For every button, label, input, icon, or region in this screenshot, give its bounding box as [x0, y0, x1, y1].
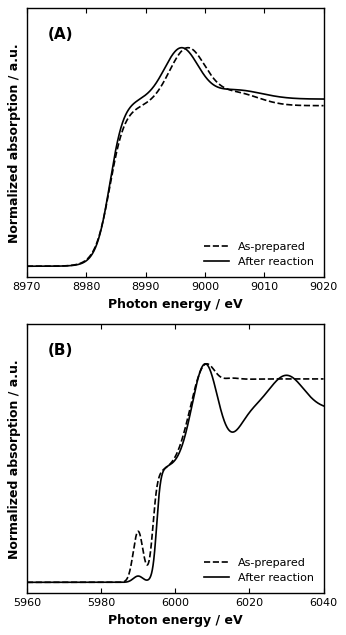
X-axis label: Photon energy / eV: Photon energy / eV — [108, 613, 243, 627]
Legend: As-prepared, After reaction: As-prepared, After reaction — [200, 553, 318, 588]
Text: (A): (A) — [48, 27, 73, 42]
Text: (B): (B) — [48, 344, 73, 358]
X-axis label: Photon energy / eV: Photon energy / eV — [108, 298, 243, 311]
Y-axis label: Normalized absorption / a.u.: Normalized absorption / a.u. — [8, 359, 21, 559]
Legend: As-prepared, After reaction: As-prepared, After reaction — [200, 237, 318, 272]
Y-axis label: Normalized absorption / a.u.: Normalized absorption / a.u. — [8, 43, 21, 243]
